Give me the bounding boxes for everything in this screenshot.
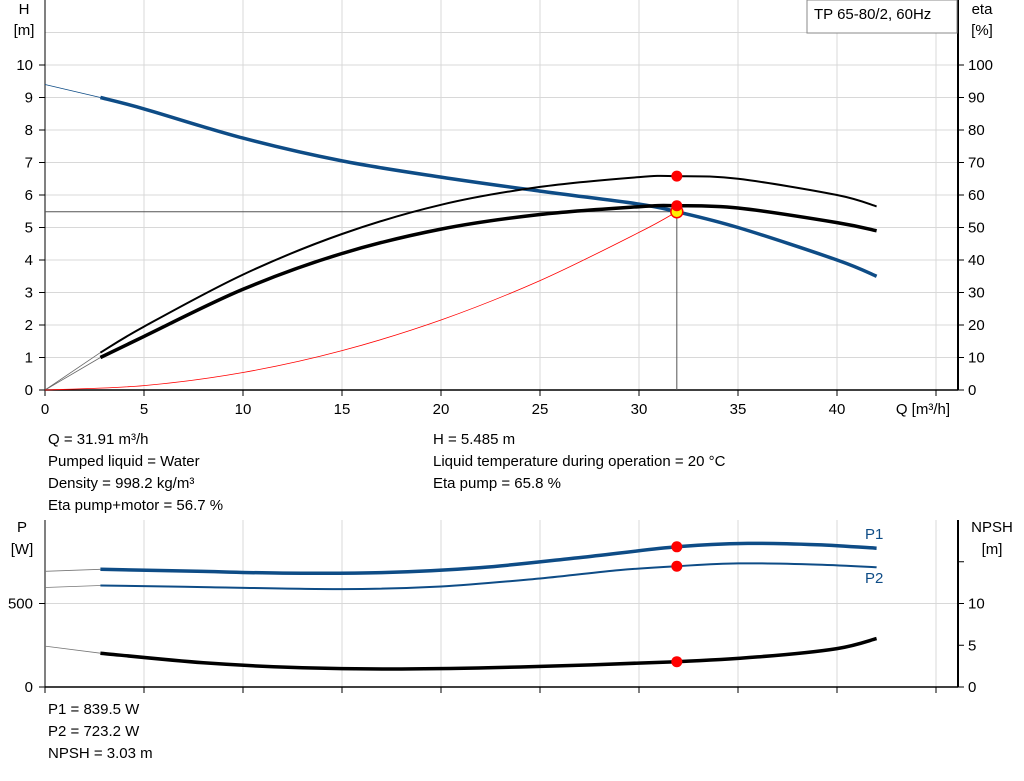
title-box (806, 0, 958, 34)
npsh-marker (671, 656, 683, 668)
y-tick-label: 5 (25, 220, 33, 237)
info-density: Density = 998.2 kg/m³ (48, 475, 195, 492)
y-tick-label: 9 (25, 90, 33, 107)
npsh-tick-label: 10 (968, 596, 985, 613)
p1-curve (100, 541, 877, 576)
p-tick-label: 0 (25, 679, 33, 696)
info-left: Q = 31.91 m³/h Pumped liquid = Water Den… (48, 429, 223, 517)
x-axis-label: Q [m³/h] (896, 401, 950, 418)
x-tick-label: 10 (235, 401, 252, 418)
eta_total-curve (99, 203, 877, 360)
y-axis-label: H (19, 1, 30, 18)
p2-label: P2 (865, 570, 883, 587)
x-tick-label: 20 (433, 401, 450, 418)
info-p1: P1 = 839.5 W (48, 701, 140, 718)
info-flow: Q = 31.91 m³/h (48, 431, 149, 448)
y2-axis-label: eta (972, 1, 994, 18)
eta_pump-curve-extension (44, 352, 101, 391)
x-tick-label: 40 (829, 401, 846, 418)
y-tick-label: 6 (25, 187, 33, 204)
info-eta-total: Eta pump+motor = 56.7 % (48, 497, 224, 514)
npsh-axis-label: NPSH (971, 519, 1013, 536)
qh-curve (99, 95, 878, 278)
info-power: P1 = 839.5 W P2 = 723.2 W NPSH = 3.03 m (48, 699, 153, 765)
eta_total-curve-extension (44, 357, 101, 391)
p2-curve-extension (44, 585, 101, 588)
eta-pump-marker (671, 170, 683, 182)
p1-label: P1 (865, 526, 883, 543)
p1-marker (671, 541, 683, 553)
info-temperature: Liquid temperature during operation = 20… (433, 453, 726, 470)
y-tick-label: 1 (25, 350, 33, 367)
y2-tick-label: 70 (968, 155, 985, 172)
x-tick-label: 5 (140, 401, 148, 418)
y-tick-label: 4 (25, 252, 33, 269)
y-tick-label: 10 (16, 57, 33, 74)
p-tick-label: 500 (8, 596, 33, 613)
p2-curve (100, 562, 877, 591)
npsh-curve (100, 636, 878, 671)
x-tick-label: 35 (730, 401, 747, 418)
y2-tick-label: 60 (968, 187, 985, 204)
y2-tick-label: 10 (968, 350, 985, 367)
y2-tick-label: 50 (968, 220, 985, 237)
info-liquid: Pumped liquid = Water (48, 453, 200, 470)
p2-marker (671, 560, 683, 572)
y2-tick-label: 20 (968, 317, 985, 334)
qh-curve-extension (44, 84, 101, 98)
info-npsh: NPSH = 3.03 m (48, 745, 153, 762)
y2-tick-label: 30 (968, 285, 985, 302)
npsh-curve-extension (44, 645, 101, 654)
info-head: H = 5.485 m (433, 431, 516, 448)
y-tick-label: 3 (25, 285, 33, 302)
x-tick-label: 25 (532, 401, 549, 418)
info-eta-pump: Eta pump = 65.8 % (433, 475, 561, 492)
chart-title: TP 65-80/2, 60Hz (814, 6, 931, 23)
p-axis-unit: [W] (11, 541, 34, 558)
y-tick-label: 2 (25, 317, 33, 334)
y2-tick-label: 90 (968, 90, 985, 107)
y2-tick-label: 0 (968, 382, 976, 399)
y-tick-label: 0 (25, 382, 33, 399)
system-curve (44, 211, 677, 391)
npsh-axis-unit: [m] (982, 541, 1003, 558)
info-p2: P2 = 723.2 W (48, 723, 140, 740)
eta-total-marker (671, 200, 683, 212)
p-axis-label: P (17, 519, 27, 536)
y2-tick-label: 40 (968, 252, 985, 269)
y-tick-label: 8 (25, 122, 33, 139)
y2-tick-label: 80 (968, 122, 985, 139)
y2-axis-unit: [%] (971, 22, 993, 39)
p1-curve-extension (44, 568, 101, 572)
info-right: H = 5.485 m Liquid temperature during op… (433, 429, 725, 495)
x-tick-label: 30 (631, 401, 648, 418)
y-axis-unit: [m] (14, 22, 35, 39)
npsh-tick-label: 5 (968, 637, 976, 654)
y2-tick-label: 100 (968, 57, 993, 74)
x-tick-label: 15 (334, 401, 351, 418)
eta_pump-curve (99, 174, 877, 354)
y-tick-label: 7 (25, 155, 33, 172)
npsh-tick-label: 0 (968, 679, 976, 696)
x-tick-label: 0 (41, 401, 49, 418)
